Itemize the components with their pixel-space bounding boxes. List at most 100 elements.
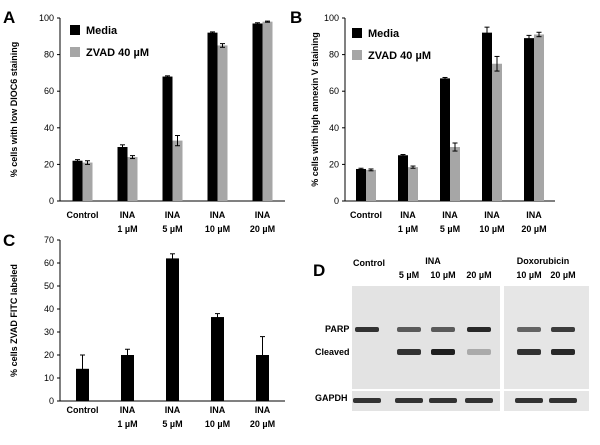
- panel-letter-a: A: [3, 8, 15, 27]
- band-parp: [467, 327, 491, 332]
- bar-zvad: [492, 63, 502, 201]
- y-tick-label: 80: [44, 50, 54, 60]
- bar-media: [117, 147, 128, 201]
- bar-media: [252, 23, 263, 201]
- bar-media: [162, 76, 173, 201]
- panel-letter-c: C: [3, 231, 15, 250]
- blot-dose-ina-20: 20 µM: [466, 270, 491, 280]
- blot-membrane-gapdh-left: [352, 391, 500, 411]
- y-tick-label: 40: [44, 304, 54, 314]
- band-gapdh: [465, 398, 493, 403]
- blot-bands: [353, 327, 577, 403]
- bar-media: [482, 32, 492, 201]
- bar-zvad: [82, 162, 93, 201]
- legend-swatch: [70, 25, 80, 35]
- legend-label: ZVAD 40 µM: [368, 50, 431, 62]
- bar-media: [524, 38, 534, 201]
- y-tick-label: 20: [329, 159, 339, 169]
- y-tick-label: 40: [329, 123, 339, 133]
- y-tick-label: 30: [44, 327, 54, 337]
- legend-label: ZVAD 40 µM: [86, 47, 149, 59]
- legend-label: Media: [86, 25, 118, 37]
- y-tick-label: 60: [44, 86, 54, 96]
- bar-value: [76, 368, 89, 401]
- x-category-label: INA: [165, 210, 181, 220]
- x-category-label: Control: [67, 405, 99, 415]
- x-category-label: 20 µM: [250, 419, 275, 429]
- x-category-label: INA: [210, 210, 226, 220]
- y-tick-label: 100: [39, 13, 54, 23]
- bar-value: [166, 258, 179, 401]
- x-category-label: 5 µM: [440, 224, 460, 234]
- blot-dose-ina-5: 5 µM: [399, 270, 419, 280]
- x-category-label: 10 µM: [205, 224, 230, 234]
- bar-zvad: [127, 157, 138, 201]
- band-parp: [517, 327, 541, 332]
- bar-media: [72, 160, 83, 201]
- y-tick-label: 80: [329, 50, 339, 60]
- chart-panel-b: 0 20 40 60 80 100 % cells with high annexin V …: [310, 13, 555, 234]
- bar-media: [440, 78, 450, 201]
- bar-value: [211, 317, 224, 401]
- x-category-label: INA: [165, 405, 181, 415]
- band-gapdh: [353, 398, 381, 403]
- bar-media: [207, 32, 218, 201]
- panel-letter-d: D: [313, 261, 325, 280]
- x-category-label: 5 µM: [162, 224, 182, 234]
- x-category-label: 20 µM: [250, 224, 275, 234]
- bar-zvad: [366, 169, 376, 201]
- y-tick-label: 20: [44, 159, 54, 169]
- x-category-label: 1 µM: [117, 224, 137, 234]
- x-category-label: Control: [67, 210, 99, 220]
- x-category-label: 10 µM: [479, 224, 504, 234]
- x-category-label: INA: [255, 405, 271, 415]
- blot-label-gapdh: GAPDH: [315, 393, 348, 403]
- y-axis-label: % cells ZVAD FITC labeled: [9, 264, 19, 377]
- y-axis-label: % cells with high annexin V staining: [310, 32, 320, 187]
- y-tick-label: 50: [44, 281, 54, 291]
- y-tick-label: 70: [44, 235, 54, 245]
- y-tick-label: 60: [329, 86, 339, 96]
- legend-label: Media: [368, 28, 400, 40]
- band-gapdh: [549, 398, 577, 403]
- band-parp: [551, 327, 575, 332]
- blot-dose-doxo-20: 20 µM: [550, 270, 575, 280]
- blot-membrane-top-left: [352, 286, 500, 389]
- y-tick-label: 10: [44, 373, 54, 383]
- x-category-label: 20 µM: [521, 224, 546, 234]
- band-cleaved-parp: [397, 349, 421, 355]
- blot-label-cleaved-parp: Cleaved PARP: [315, 347, 376, 357]
- blot-dose-ina-10: 10 µM: [430, 270, 455, 280]
- x-category-label: Control: [350, 210, 382, 220]
- band-gapdh: [429, 398, 457, 403]
- blot-header-doxorubicin: Doxorubicin: [517, 256, 570, 266]
- band-gapdh: [515, 398, 543, 403]
- bar-zvad: [172, 140, 183, 201]
- x-category-label: INA: [120, 405, 136, 415]
- band-gapdh: [395, 398, 423, 403]
- bar-zvad: [450, 147, 460, 201]
- band-cleaved-parp: [517, 349, 541, 355]
- x-category-label: 5 µM: [162, 419, 182, 429]
- bar-value: [121, 355, 134, 401]
- x-category-label: INA: [442, 210, 458, 220]
- blot-header-ina: INA: [425, 256, 441, 266]
- y-tick-label: 0: [49, 396, 54, 406]
- band-cleaved-parp: [431, 349, 455, 355]
- bar-media: [398, 155, 408, 201]
- panel-letter-b: B: [290, 8, 302, 27]
- blot-header-control: Control: [353, 258, 385, 268]
- y-tick-label: 60: [44, 258, 54, 268]
- y-axis-label: % cells with low DIOC6 staining: [9, 42, 19, 178]
- legend-swatch: [352, 28, 362, 38]
- x-category-label: INA: [255, 210, 271, 220]
- x-category-label: 1 µM: [117, 419, 137, 429]
- bar-zvad: [534, 34, 544, 201]
- x-category-label: INA: [484, 210, 500, 220]
- band-cleaved-parp: [467, 349, 491, 355]
- x-category-label: INA: [120, 210, 136, 220]
- bar-value: [256, 355, 269, 401]
- x-category-label: 10 µM: [205, 419, 230, 429]
- y-tick-label: 0: [334, 196, 339, 206]
- blot-membrane-gapdh-right: [504, 391, 589, 411]
